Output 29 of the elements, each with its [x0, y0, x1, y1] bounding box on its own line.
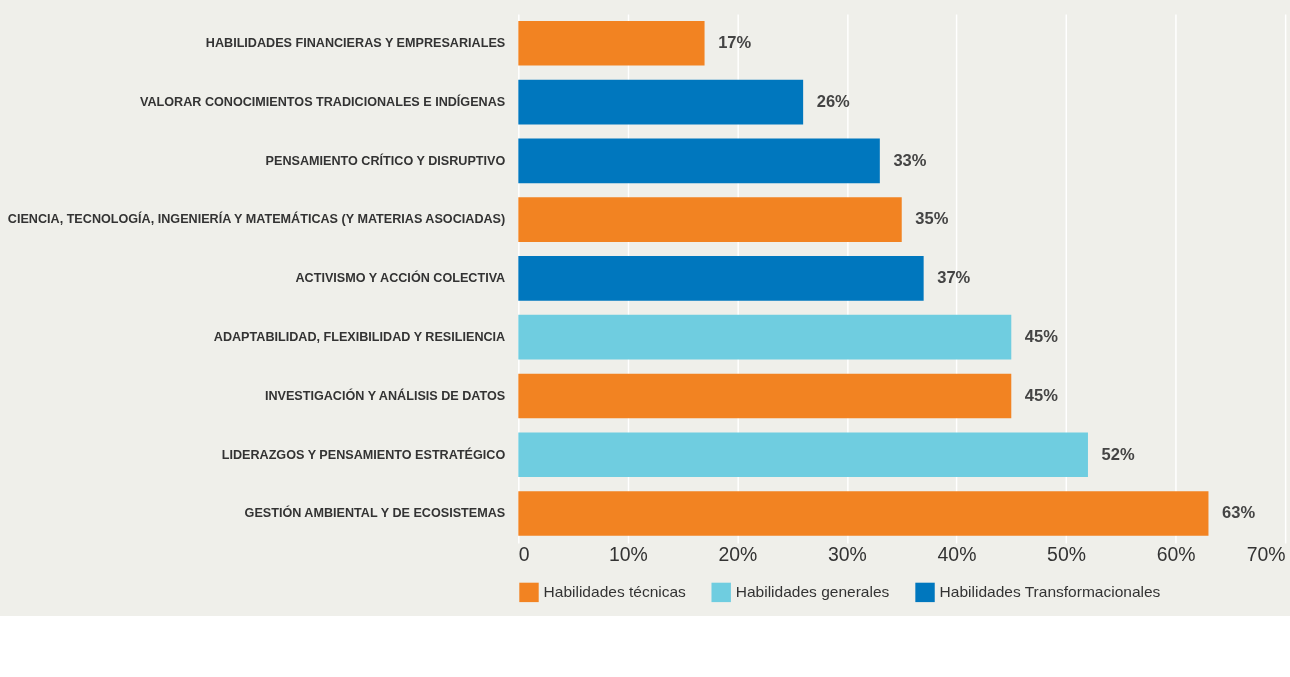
data-label: 37% — [937, 268, 971, 287]
y-tick-label: CIENCIA, TECNOLOGÍA, INGENIERÍA Y MATEMÁTICAS (Y MATERIAS ASOCIADAS) — [7, 211, 506, 227]
x-tick-label: 60% — [1156, 542, 1196, 565]
x-tick-label: 30% — [828, 542, 867, 565]
data-label: 45% — [1024, 385, 1059, 404]
data-label: 35% — [915, 209, 949, 228]
data-label: 17% — [718, 33, 752, 52]
y-tick-label: LIDERAZGOS Y PENSAMIENTO ESTRATÉGICO — [221, 446, 506, 462]
data-label: 26% — [816, 91, 851, 110]
x-tick-label: 0 — [518, 542, 530, 565]
data-label: 63% — [1222, 503, 1256, 522]
legend-label: Habilidades Transformacionales — [939, 583, 1161, 601]
x-tick-label: 50% — [1047, 542, 1086, 565]
legend-label: Habilidades técnicas — [543, 583, 687, 601]
x-tick-label: 70% — [1246, 542, 1286, 565]
data-label: 45% — [1024, 327, 1059, 346]
x-tick-label: 10% — [608, 542, 648, 565]
y-tick-label: ADAPTABILIDAD, FLEXIBILIDAD Y RESILIENCIA — [213, 330, 506, 345]
data-label: 52% — [1101, 444, 1135, 463]
y-tick-label: GESTIÓN AMBIENTAL Y DE ECOSISTEMAS — [244, 505, 506, 521]
legend-label: Habilidades generales — [735, 583, 890, 601]
y-tick-label: HABILIDADES FINANCIERAS Y EMPRESARIALES — [205, 36, 506, 51]
y-tick-label: INVESTIGACIÓN Y ANÁLISIS DE DATOS — [264, 387, 506, 403]
y-tick-label: PENSAMIENTO CRÍTICO Y DISRUPTIVO — [265, 152, 506, 168]
x-tick-label: 20% — [718, 542, 758, 565]
y-tick-label: ACTIVISMO Y ACCIÓN COLECTIVA — [295, 270, 506, 286]
y-tick-label: VALORAR CONOCIMIENTOS TRADICIONALES E INDÍGENAS — [139, 93, 506, 109]
x-tick-label: 40% — [937, 542, 977, 565]
data-label: 33% — [893, 150, 927, 169]
